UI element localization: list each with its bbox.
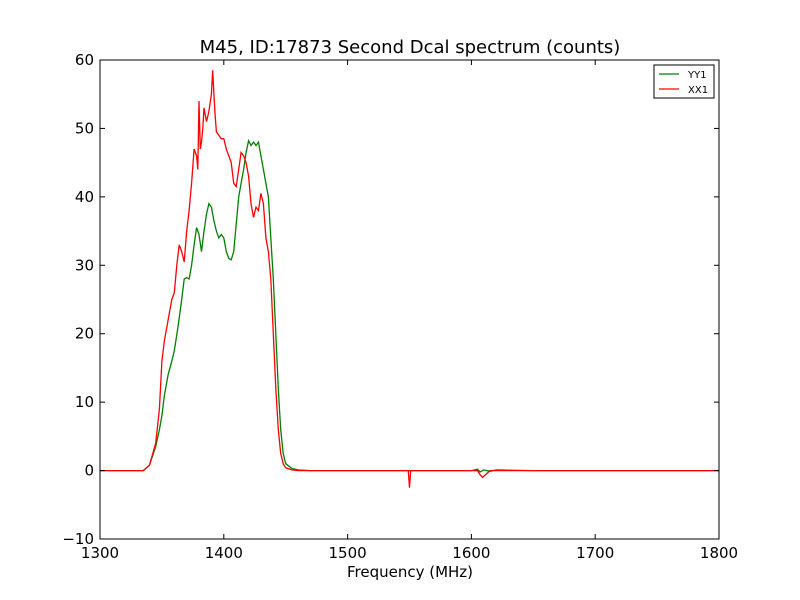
x-axis-label: Frequency (MHz) [347,563,473,581]
x-tick-label: 1800 [700,544,738,562]
y-tick-label: 50 [75,119,94,137]
series-line-xx1 [100,70,719,488]
y-tick-label: 60 [75,51,94,69]
x-tick-label: 1700 [576,544,614,562]
chart-title: M45, ID:17873 Second Dcal spectrum (coun… [200,37,621,58]
y-tick-label: 40 [75,188,94,206]
x-tick-label: 1600 [452,544,490,562]
legend-label-xx1: XX1 [688,85,708,96]
y-tick-label: 30 [75,256,94,274]
y-tick-label: −10 [62,530,94,548]
legend-box [653,64,715,99]
plot-frame [99,59,720,540]
x-tick-label: 1500 [329,544,367,562]
legend-label-yy1: YY1 [687,70,707,81]
y-tick-label: 10 [75,393,94,411]
series-layer [100,70,719,488]
x-tick-label: 1300 [81,544,119,562]
x-tick-label: 1400 [205,544,243,562]
y-tick-label: 0 [84,462,94,480]
y-tick-label: 20 [75,325,94,343]
ticks-layer: 1300 1400 1500 1600 1700 1800 −10 0 10 20 30 40 50 60 [62,51,738,562]
